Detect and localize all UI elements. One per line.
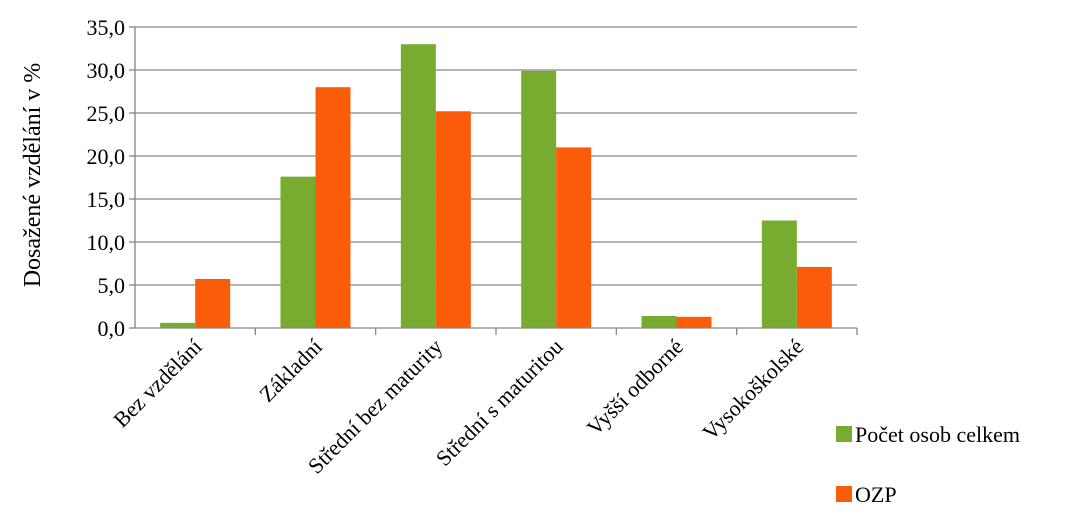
y-axis-title: Dosažené vzdělání v % [20, 63, 46, 288]
legend-label: OZP [855, 482, 897, 507]
y-tick-label: 5,0 [98, 273, 126, 298]
bar-pocet-osob-celkem [761, 220, 797, 328]
bar-ozp [556, 147, 592, 328]
legend-label: Počet osob celkem [855, 422, 1020, 447]
x-category-label: Vyšší odborné [582, 334, 688, 440]
legend-swatch [836, 426, 852, 442]
x-category-label: Střední s maturitou [431, 334, 568, 471]
y-tick-label: 0,0 [98, 316, 126, 341]
bar-ozp [676, 316, 712, 328]
x-category-label: Střední bez maturity [303, 334, 448, 479]
x-category-label: Bez vzdělání [108, 334, 206, 432]
y-tick-label: 20,0 [87, 144, 126, 169]
bar-pocet-osob-celkem [521, 70, 557, 329]
bar-pocet-osob-celkem [160, 322, 196, 328]
bar-pocet-osob-celkem [641, 315, 677, 328]
bar-ozp [195, 278, 231, 328]
bar-ozp [315, 87, 351, 328]
axes [129, 26, 858, 335]
gridlines [135, 26, 857, 286]
bar-pocet-osob-celkem [280, 176, 316, 328]
x-category-label: Vysokoškolské [697, 334, 808, 445]
legend: Počet osob celkem OZP [836, 422, 1020, 507]
y-tick-labels: 0,0 5,0 10,0 15,0 20,0 25,0 30,0 35,0 [87, 15, 126, 341]
bar-ozp [435, 111, 471, 328]
y-tick-label: 10,0 [87, 230, 126, 255]
y-tick-label: 35,0 [87, 15, 126, 40]
y-tick-label: 25,0 [87, 101, 126, 126]
y-tick-label: 30,0 [87, 58, 126, 83]
bar-ozp [796, 266, 832, 328]
x-category-label: Základní [254, 334, 327, 407]
y-tick-label: 15,0 [87, 187, 126, 212]
bar-pocet-osob-celkem [400, 44, 436, 328]
bars [160, 44, 832, 329]
legend-swatch [836, 486, 852, 502]
